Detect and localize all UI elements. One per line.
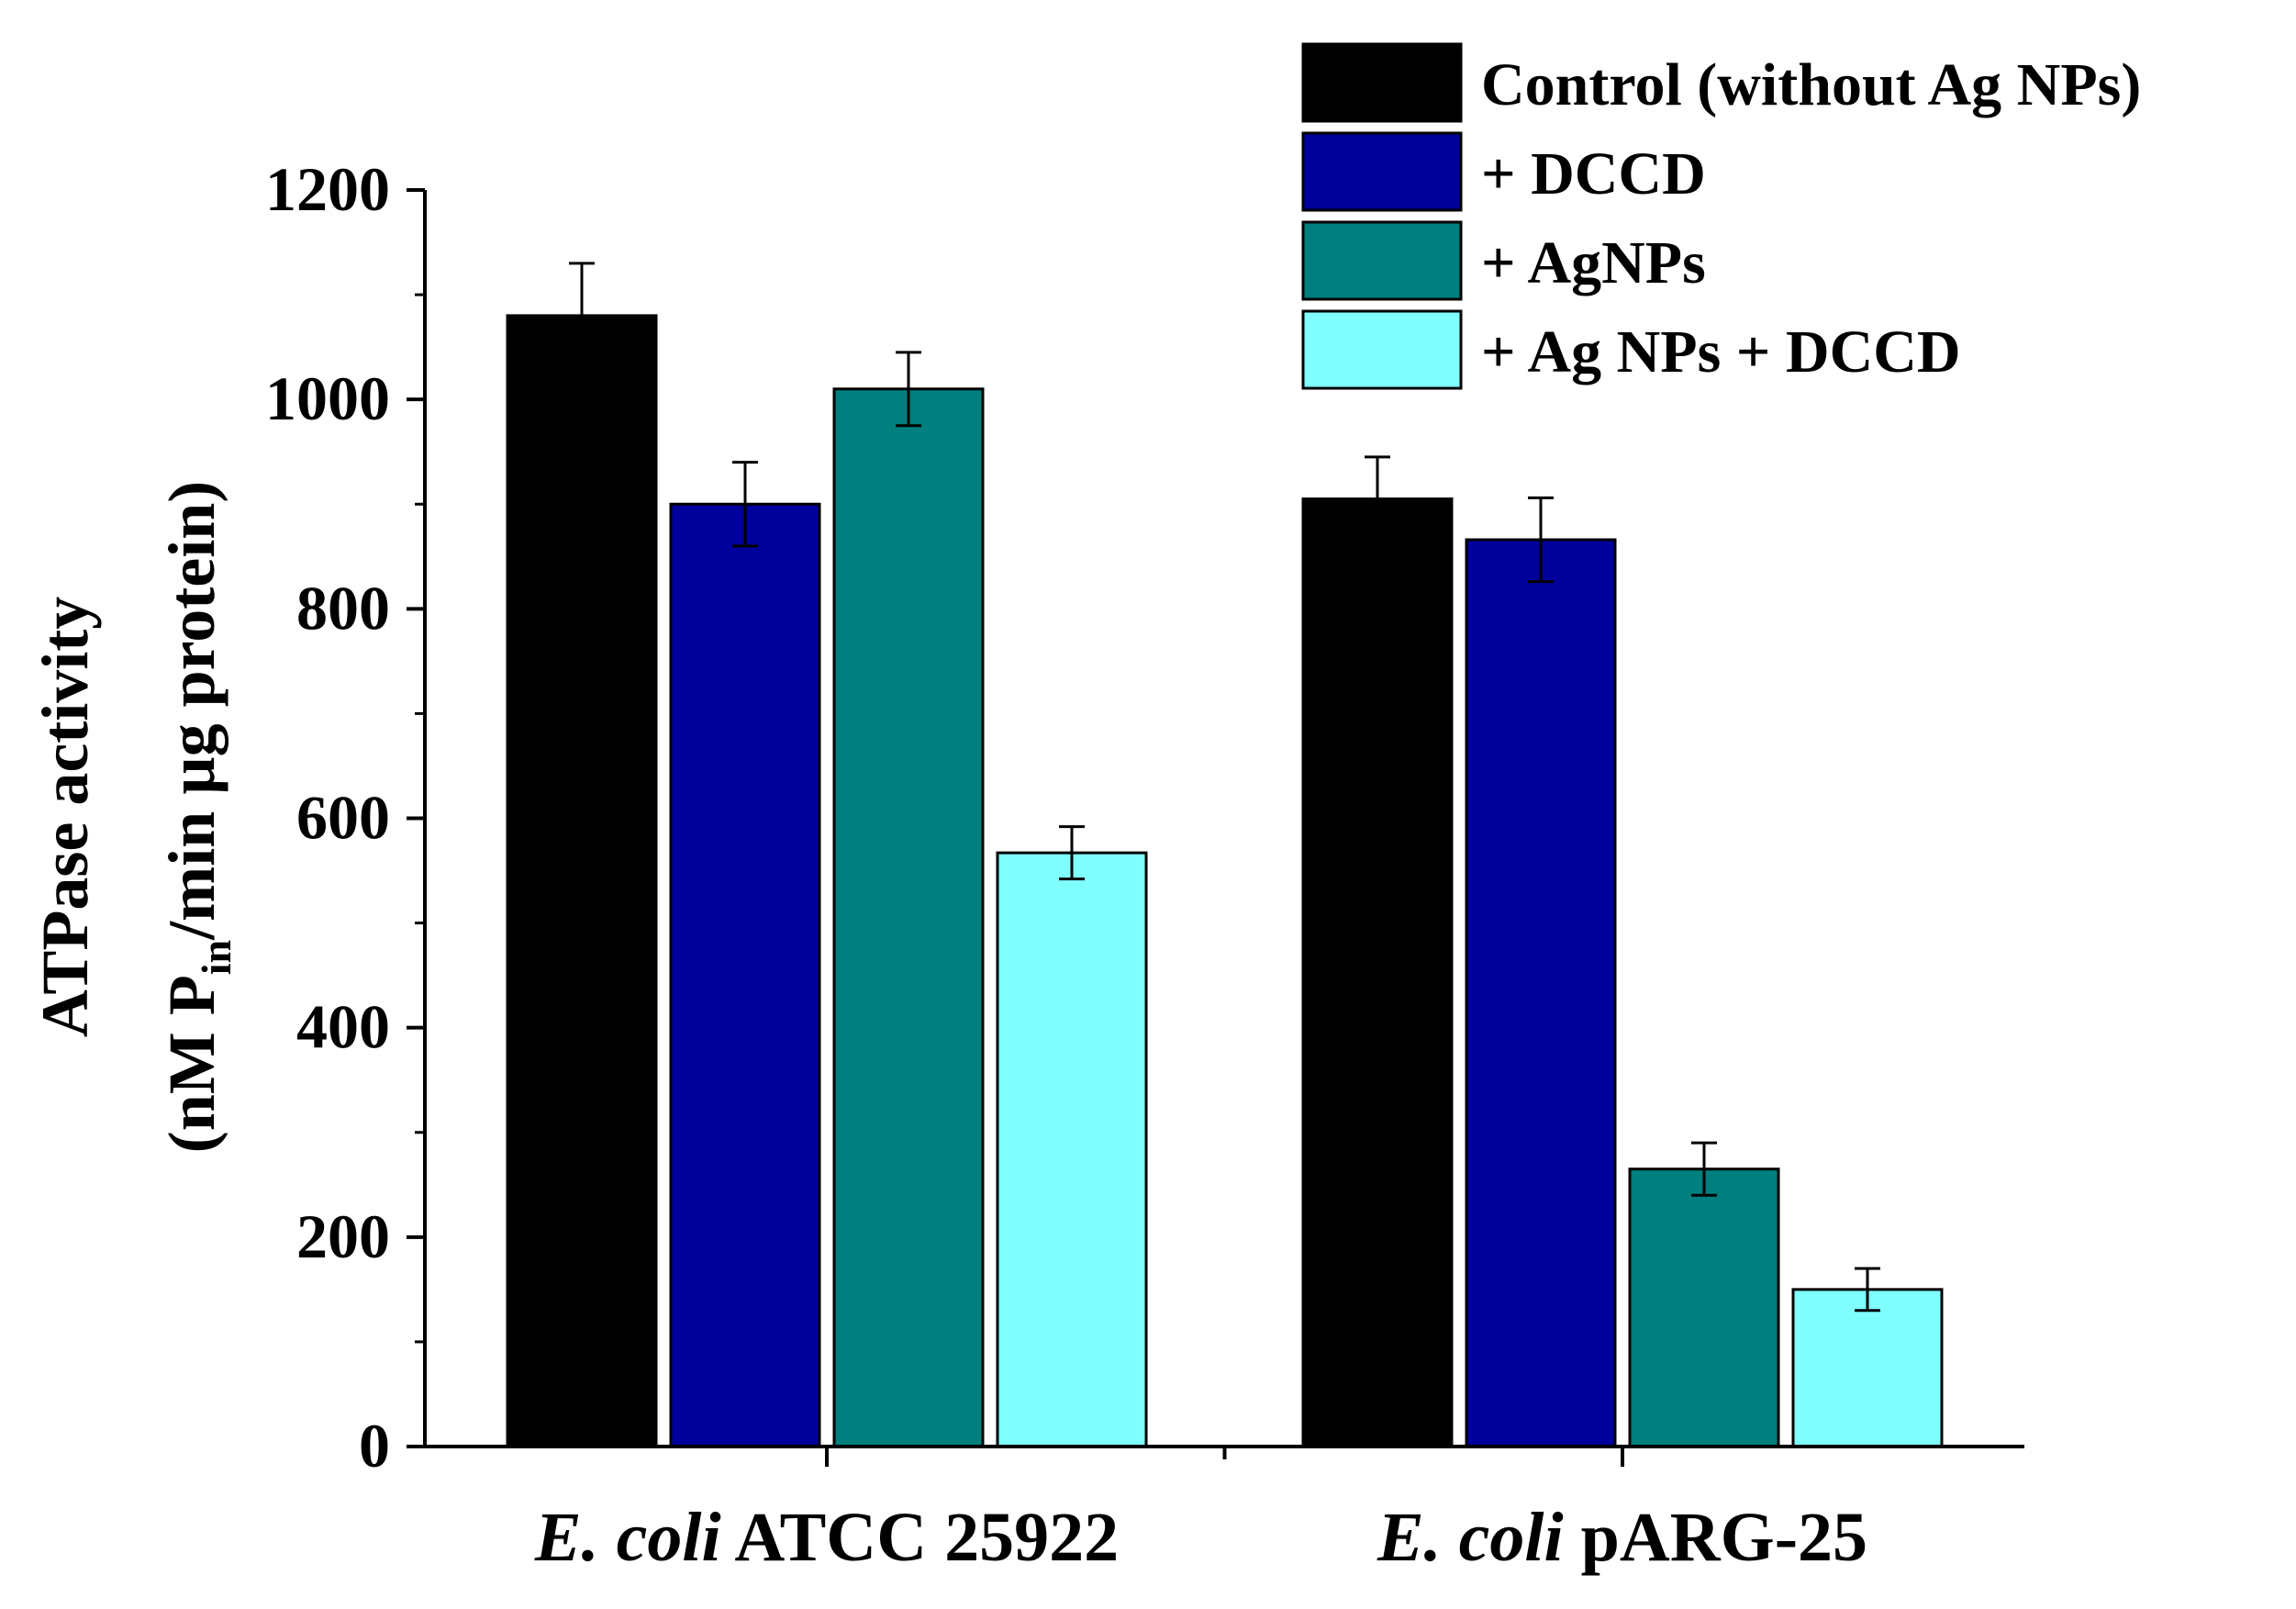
x-tick-label-strain: pARG-25	[1564, 1499, 1867, 1576]
bar-ag-nps-dccd-2	[1791, 1288, 1944, 1448]
bars-layer	[506, 314, 1944, 1448]
y-tick-label: 200	[296, 1201, 390, 1271]
bar-ag-nps-dccd-1	[996, 851, 1148, 1448]
legend-label-4: + Ag NPs + DCCD	[1481, 318, 1961, 385]
y-axis-label: ATPase activity (nM Pin/min µg protein)	[28, 481, 240, 1154]
bar-dccd-2	[1465, 538, 1617, 1448]
x-tick-label-species: E. coli	[1376, 1499, 1564, 1576]
legend-swatch-2	[1301, 131, 1463, 212]
y-tick-label: 600	[296, 783, 390, 853]
legend-swatch-4	[1301, 309, 1463, 390]
x-tick-label-1: E. coli ATCC 25922	[534, 1499, 1119, 1576]
legend-label-2: + DCCD	[1481, 140, 1706, 207]
legend-swatch-3	[1301, 220, 1463, 301]
y-axis-label-line1: ATPase activity	[28, 597, 102, 1038]
x-tick-label-species: E. coli	[534, 1499, 721, 1576]
y-tick-label: 1200	[265, 154, 390, 224]
y-axis-label-units-pre: (nM P	[155, 975, 228, 1153]
legend-swatch-1	[1301, 42, 1463, 123]
y-axis-label-line2: (nM Pin/min µg protein)	[155, 481, 240, 1154]
y-axis-label-units-post: /min µg protein)	[155, 481, 228, 941]
error-bars-layer	[569, 262, 1880, 1313]
x-tick-label-2: E. coli pARG-25	[1376, 1499, 1867, 1576]
legend: Control (without Ag NPs) + DCCD + AgNPs + A…	[1301, 42, 2141, 390]
bar-control-without-ag-nps-2	[1301, 497, 1454, 1448]
bar-control-without-ag-nps-1	[506, 314, 658, 1448]
y-tick-label: 800	[296, 573, 390, 642]
ticks-layer: 0 200 400 600 800 1000 1200	[265, 154, 1624, 1481]
y-tick-label: 0	[359, 1411, 390, 1481]
x-tick-label-strain: ATCC 25922	[721, 1499, 1120, 1576]
bar-dccd-1	[669, 502, 821, 1448]
y-axis-label-units-sub: in	[193, 940, 240, 975]
bar-agnps-2	[1628, 1168, 1780, 1448]
bar-agnps-1	[832, 387, 985, 1448]
y-tick-label: 400	[296, 992, 390, 1062]
legend-label-3: + AgNPs	[1481, 229, 1706, 296]
y-tick-label: 1000	[265, 363, 390, 433]
x-tick-labels: E. coli ATCC 25922 E. coli pARG-25	[534, 1499, 1867, 1576]
legend-label-1: Control (without Ag NPs)	[1481, 51, 2141, 118]
